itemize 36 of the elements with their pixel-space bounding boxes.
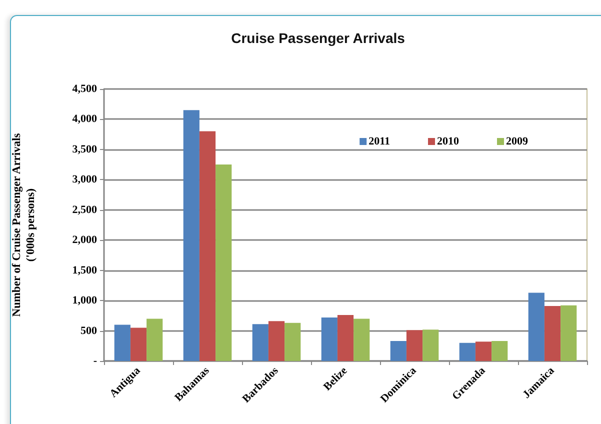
legend-label: 2010 xyxy=(437,136,460,148)
bar xyxy=(321,317,338,361)
bar xyxy=(459,342,476,361)
bar xyxy=(560,305,577,361)
bar xyxy=(114,324,130,361)
bar xyxy=(390,341,406,361)
y-tick-label: 500 xyxy=(80,324,98,337)
bar xyxy=(130,328,147,361)
bar xyxy=(475,342,492,361)
legend-label: 2011 xyxy=(368,136,390,148)
y-tick-label: 4,500 xyxy=(72,83,98,95)
y-tick-label: 1,000 xyxy=(72,294,98,307)
bar xyxy=(268,321,285,361)
y-tick-label: 3,000 xyxy=(72,174,98,186)
bar xyxy=(544,306,561,361)
y-axis-title: Number of Cruise Passenger Arrivals ('000s persons) xyxy=(11,132,37,317)
bar xyxy=(252,324,268,361)
y-tick-label: - xyxy=(93,355,98,367)
y-tick-label: 4,000 xyxy=(72,113,98,126)
bar xyxy=(199,131,216,361)
bar xyxy=(337,315,354,361)
bar xyxy=(492,341,508,361)
bar xyxy=(528,292,544,361)
bar xyxy=(146,318,163,361)
bar xyxy=(422,330,439,361)
bar xyxy=(284,322,301,361)
chart-title: Cruise Passenger Arrivals xyxy=(231,30,406,46)
y-tick-label: 1,500 xyxy=(72,264,98,276)
bar xyxy=(354,318,370,361)
y-tick-label: 3,500 xyxy=(72,143,98,156)
bar xyxy=(216,164,232,361)
y-tick-label: 2,000 xyxy=(72,234,98,246)
legend-label: 2009 xyxy=(506,136,528,148)
y-tick-label: 2,500 xyxy=(72,204,98,216)
bar xyxy=(183,110,200,361)
bar xyxy=(406,330,423,361)
